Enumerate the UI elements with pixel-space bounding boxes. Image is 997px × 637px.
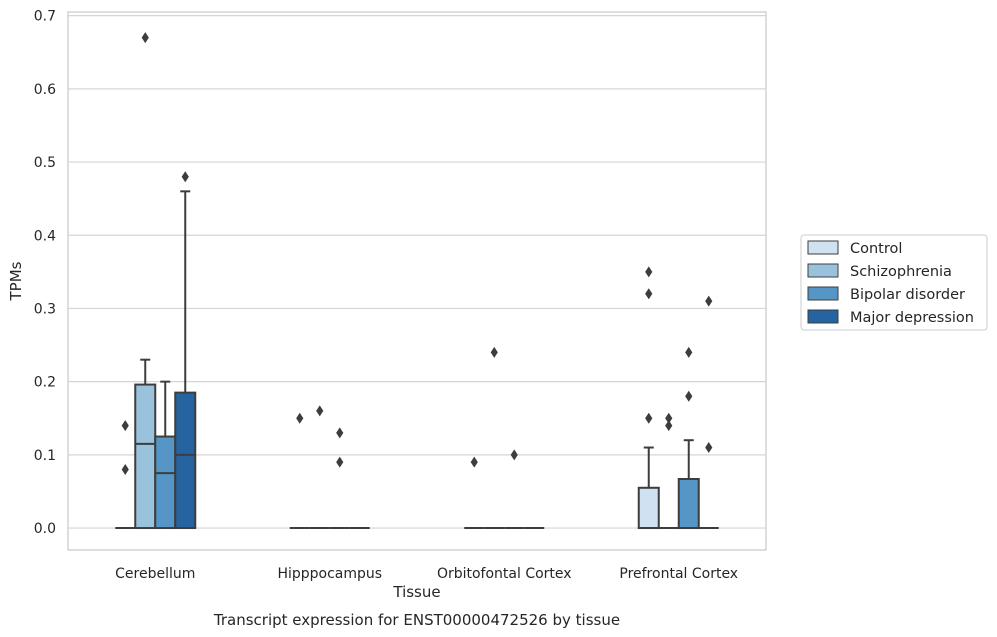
y-tick-label: 0.1 xyxy=(34,448,56,464)
box-element xyxy=(504,449,525,530)
outlier-point xyxy=(645,288,653,300)
box-element xyxy=(698,295,719,530)
box-rect xyxy=(174,391,197,530)
legend-label: Bipolar disorder xyxy=(850,287,965,303)
x-axis-ticks: Cerebellum Hipppocampus Orbitofontal Corte… xyxy=(115,566,738,582)
legend-frame xyxy=(800,234,988,331)
outlier-point xyxy=(665,420,673,432)
outlier-point xyxy=(296,412,304,424)
y-tick-label: 0.4 xyxy=(34,228,56,244)
box-rect xyxy=(154,435,177,530)
outlier-point xyxy=(685,390,693,402)
x-tick-label: Cerebellum xyxy=(115,566,195,582)
outlier-point xyxy=(121,420,129,432)
outlier-point xyxy=(336,427,344,439)
y-tick-label: 0.5 xyxy=(34,155,56,171)
outlier-point xyxy=(121,463,129,475)
box-element xyxy=(329,427,350,530)
outlier-point xyxy=(181,171,189,183)
legend: Control Schizophrenia Bipolar disorder Majo… xyxy=(800,234,988,331)
legend-swatch xyxy=(807,240,839,255)
legend-swatch xyxy=(807,286,839,301)
outlier-point xyxy=(685,346,693,358)
box-element xyxy=(637,266,660,530)
outlier-point xyxy=(336,456,344,468)
y-tick-label: 0.2 xyxy=(34,375,56,391)
outlier-point xyxy=(490,346,498,358)
y-axis-ticks: 0.0 0.1 0.2 0.3 0.4 0.5 0.6 0.7 xyxy=(34,9,56,537)
box-element xyxy=(484,346,505,530)
box-element xyxy=(115,420,136,530)
x-tick-label: Orbitofontal Cortex xyxy=(437,566,572,582)
y-axis-title: TPMs xyxy=(7,261,25,301)
box-element xyxy=(309,405,330,530)
x-axis-title: Tissue xyxy=(392,583,440,601)
outlier-point xyxy=(510,449,518,461)
outlier-point xyxy=(316,405,324,417)
box-element xyxy=(174,171,197,530)
legend-swatch xyxy=(807,309,839,324)
box-element xyxy=(289,412,310,530)
box-element xyxy=(658,412,679,530)
y-tick-label: 0.0 xyxy=(34,521,56,537)
legend-label: Control xyxy=(850,241,902,257)
y-tick-label: 0.3 xyxy=(34,301,56,317)
box-element xyxy=(464,456,485,530)
y-tick-label: 0.6 xyxy=(34,82,56,98)
outlier-point xyxy=(705,295,713,307)
chart-caption: Transcript expression for ENST0000047252… xyxy=(213,611,620,629)
box-rect xyxy=(637,486,660,530)
outlier-point xyxy=(141,32,149,44)
outlier-point xyxy=(665,412,673,424)
boxes-layer xyxy=(115,32,719,530)
outlier-point xyxy=(645,266,653,278)
outlier-point xyxy=(705,442,713,454)
y-tick-label: 0.7 xyxy=(34,9,56,25)
box-rect xyxy=(134,383,157,530)
legend-label: Schizophrenia xyxy=(850,264,952,280)
x-tick-label: Prefrontal Cortex xyxy=(619,566,738,582)
outlier-point xyxy=(470,456,478,468)
legend-label: Major depression xyxy=(850,310,974,326)
box-element xyxy=(677,346,700,530)
outlier-point xyxy=(645,412,653,424)
x-tick-label: Hipppocampus xyxy=(277,566,382,582)
box-rect xyxy=(677,477,700,530)
legend-swatch xyxy=(807,263,839,278)
